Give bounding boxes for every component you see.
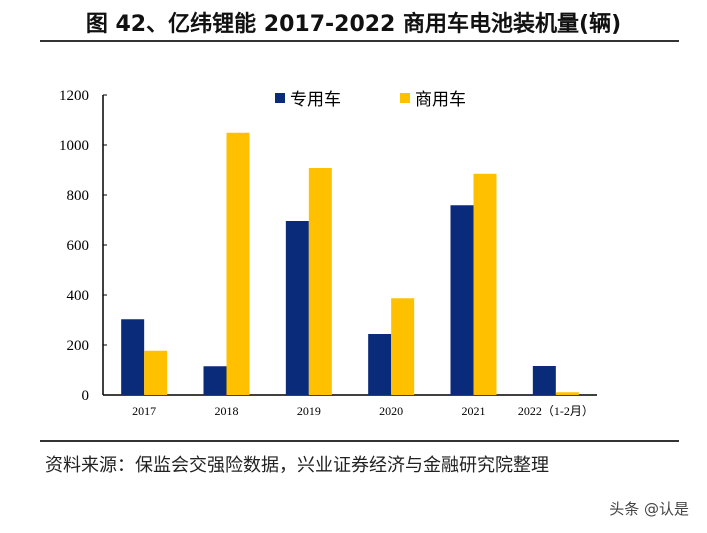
source-note: 资料来源：保监会交强险数据，兴业证券经济与金融研究院整理 (45, 455, 549, 476)
divider (40, 440, 679, 442)
bar-专用车-2022（1-2月） (532, 366, 556, 395)
bar-商用车-2018 (226, 132, 250, 395)
bar-商用车-2017 (144, 350, 168, 395)
watermark: 头条 @认是 (609, 500, 689, 518)
x-tick-label: 2020 (379, 404, 403, 418)
bar-chart: 0 200 400 600 800 1000 1200 2017 2018 2019 2020 202… (59, 88, 597, 418)
legend-swatch (275, 93, 285, 103)
bar-专用车-2021 (450, 205, 474, 395)
y-tick-label: 400 (67, 288, 90, 304)
x-tick-label: 2019 (297, 404, 321, 418)
chart-title: 图 42、亿纬锂能 2017-2022 商用车电池装机量(辆) (85, 12, 622, 37)
x-tick-label: 2022（1-2月） (518, 404, 594, 418)
bar-商用车-2021 (473, 173, 497, 395)
y-tick-label: 1200 (59, 88, 89, 104)
bar-商用车-2019 (308, 168, 332, 395)
bar-专用车-2019 (285, 221, 309, 395)
x-tick-label: 2018 (215, 404, 239, 418)
bar-专用车-2020 (368, 334, 392, 395)
bar-专用车-2018 (203, 366, 227, 395)
bar-商用车-2022（1-2月） (555, 392, 579, 395)
y-tick-label: 600 (67, 238, 90, 254)
bar-专用车-2017 (121, 319, 145, 395)
legend-label: 商用车 (415, 90, 466, 110)
bar-商用车-2020 (391, 298, 415, 395)
x-tick-label: 2017 (132, 404, 156, 418)
divider (40, 40, 679, 42)
y-tick-label: 800 (67, 188, 90, 204)
y-tick-label: 1000 (59, 138, 89, 154)
y-tick-label: 200 (67, 338, 90, 354)
y-tick-label: 0 (82, 388, 90, 404)
legend-label: 专用车 (290, 90, 341, 110)
legend-swatch (400, 93, 410, 103)
x-tick-label: 2021 (462, 404, 486, 418)
